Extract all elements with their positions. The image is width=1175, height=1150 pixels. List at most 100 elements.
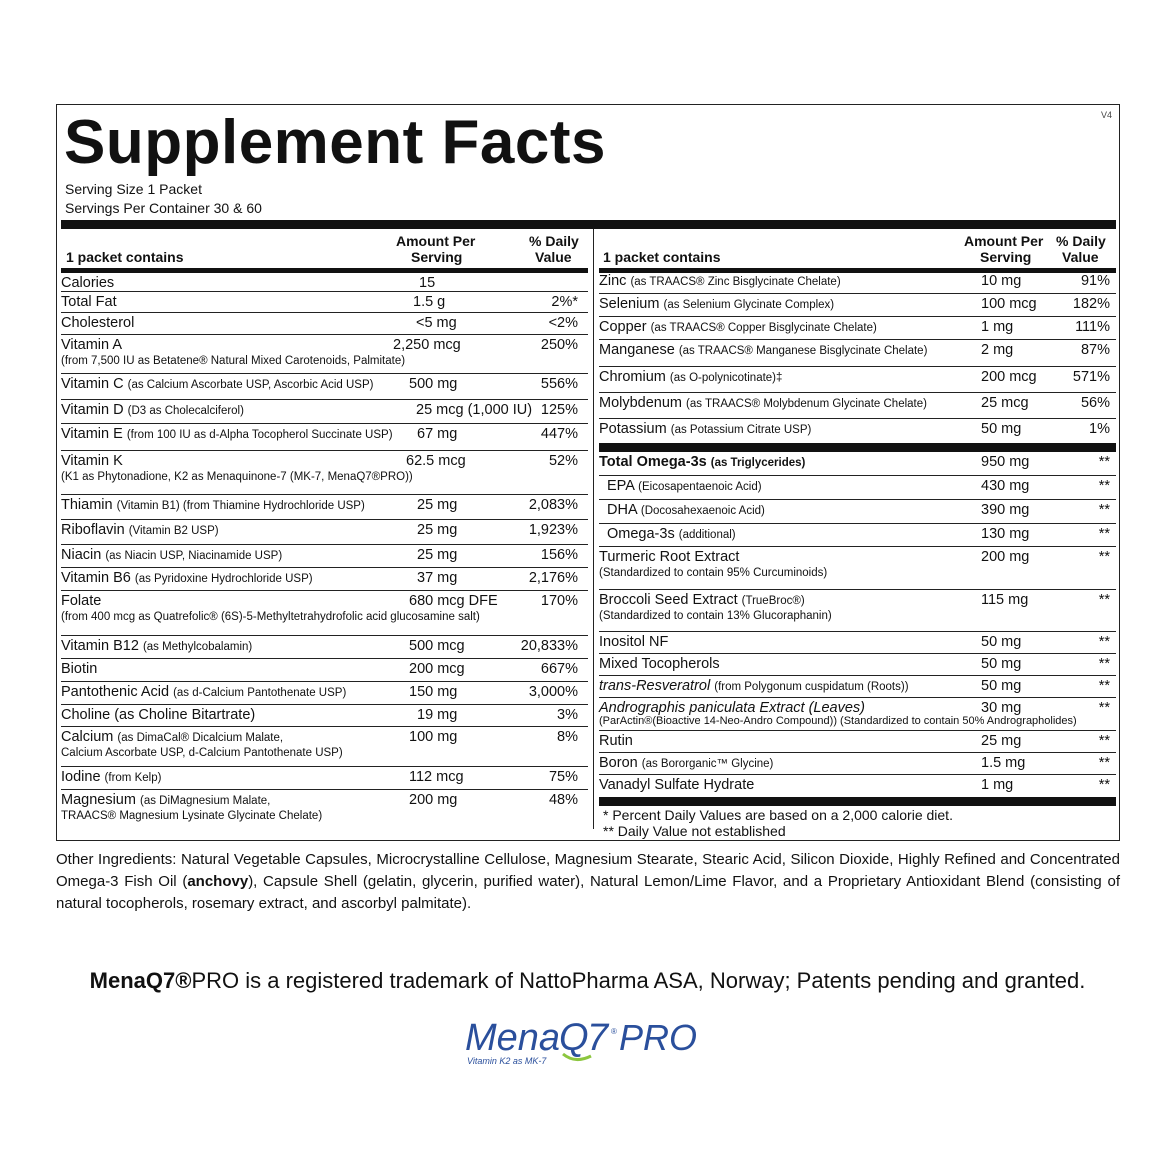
- amount-per-serving: 25 mcg: [981, 395, 1029, 411]
- nutrient-label: Andrographis paniculata Extract (Leaves): [599, 700, 865, 716]
- nutrient-name: Biotin: [61, 661, 97, 677]
- nutrient-source: (as Pyridoxine Hydrochloride USP): [134, 573, 313, 585]
- svg-text:Q: Q: [559, 1017, 589, 1059]
- right-header-dv-1: % Daily: [1056, 233, 1106, 249]
- nutrient-name: Copper (as TRAACS® Copper Bisglycinate C…: [599, 319, 877, 335]
- nutrient-detail: TRAACS® Magnesium Lysinate Glycinate Che…: [61, 810, 323, 822]
- daily-value: **: [1098, 502, 1110, 518]
- nutrient-name: Iodine (from Kelp): [61, 769, 161, 785]
- left-table-row: Thiamin (Vitamin B1) (from Thiamine Hydr…: [61, 495, 588, 520]
- footnote-bar: [599, 797, 1116, 806]
- amount-per-serving: 200 mcg: [981, 369, 1037, 385]
- nutrient-name: Omega-3s (additional): [607, 526, 736, 542]
- amount-per-serving: <5 mg: [416, 315, 457, 331]
- header-thick-bar: [61, 220, 1116, 229]
- nutrient-label: Selenium: [599, 296, 660, 312]
- nutrient-name: Magnesium (as DiMagnesium Malate,: [61, 792, 270, 808]
- right-table-row: trans-Resveratrol (from Polygonum cuspid…: [599, 676, 1116, 698]
- right-table-row: Inositol NF 50 mg **: [599, 632, 1116, 654]
- nutrient-label: Vitamin E: [61, 426, 123, 442]
- daily-value: **: [1098, 700, 1110, 716]
- nutrient-label: Manganese: [599, 342, 675, 358]
- nutrient-source: (Docosahexaenoic Acid): [640, 505, 765, 517]
- nutrient-source: (as Calcium Ascorbate USP, Ascorbic Acid…: [127, 379, 374, 391]
- nutrient-label: Turmeric Root Extract: [599, 549, 740, 565]
- nutrient-name: Vitamin B6 (as Pyridoxine Hydrochloride …: [61, 570, 313, 586]
- daily-value: **: [1098, 755, 1110, 771]
- nutrient-name: Vitamin D (D3 as Cholecalciferol): [61, 402, 244, 418]
- daily-value: 156%: [540, 547, 578, 563]
- nutrient-label: Chromium: [599, 369, 666, 385]
- nutrient-name: Cholesterol: [61, 315, 134, 331]
- svg-text:Vitamin K2 as MK-7: Vitamin K2 as MK-7: [467, 1056, 547, 1066]
- left-table-row: Vitamin B12 (as Methylcobalamin) 500 mcg 2…: [61, 636, 588, 659]
- daily-value: 20,833%: [520, 638, 578, 654]
- nutrient-name: trans-Resveratrol (from Polygonum cuspid…: [599, 678, 909, 694]
- left-table-row: Vitamin K (K1 as Phytonadione, K2 as Mena…: [61, 451, 588, 495]
- nutrient-source: (TrueBroc®): [741, 595, 805, 607]
- menaq7-pro-logo: Mena Q 7 ® PRO Vitamin K2 as MK-7: [465, 1017, 697, 1066]
- nutrient-name: Total Fat: [61, 294, 117, 310]
- left-table-row: Folate (from 400 mcg as Quatrefolic® (6S)…: [61, 591, 588, 636]
- nutrient-label: Molybdenum: [599, 395, 683, 411]
- amount-per-serving: 2,250 mcg: [393, 337, 461, 353]
- omega-section-bar: [599, 443, 1116, 452]
- right-table-row: Molybdenum (as TRAACS® Molybdenum Glycin…: [599, 393, 1116, 419]
- nutrient-name: Calcium (as DimaCal® Dicalcium Malate,: [61, 729, 283, 745]
- nutrient-label: DHA: [607, 502, 637, 518]
- nutrient-label: Pantothenic Acid: [61, 684, 170, 700]
- left-table-row: Vitamin A (from 7,500 IU as Betatene® Nat…: [61, 335, 588, 374]
- panel-title: Supplement Facts: [64, 108, 606, 177]
- nutrient-label: Biotin: [61, 661, 98, 677]
- nutrient-name: Manganese (as TRAACS® Manganese Bisglyci…: [599, 342, 927, 358]
- nutrient-name: Chromium (as O-polynicotinate)‡: [599, 369, 782, 385]
- right-table-row: Potassium (as Potassium Citrate USP) 50 m…: [599, 419, 1116, 452]
- nutrient-source: (as TRAACS® Manganese Bisglycinate Chela…: [678, 345, 928, 357]
- nutrient-label: Broccoli Seed Extract: [599, 592, 738, 608]
- amount-per-serving: 1 mg: [981, 777, 1014, 793]
- daily-value: **: [1098, 656, 1110, 672]
- column-divider: [593, 229, 594, 829]
- amount-per-serving: 25 mg: [417, 497, 458, 513]
- right-table-row: Total Omega-3s (as Triglycerides) 950 mg *…: [599, 452, 1116, 476]
- serving-size: Serving Size 1 Packet: [65, 181, 202, 197]
- nutrient-label: Total Omega-3s: [599, 454, 707, 470]
- other-ingredients-text-2: ), Capsule Shell (gelatin, glycerin, pur…: [56, 873, 1120, 912]
- trademark-text: PRO is a registered trademark of NattoPh…: [191, 968, 1086, 993]
- daily-value: 52%: [548, 453, 578, 469]
- daily-value: 170%: [540, 593, 578, 609]
- left-table-row: Vitamin B6 (as Pyridoxine Hydrochloride …: [61, 568, 588, 591]
- other-ingredients-text-1: Other Ingredients: Natural Vegetable Cap…: [56, 851, 1120, 890]
- nutrient-label: Magnesium: [61, 792, 136, 808]
- daily-value: 87%: [1080, 342, 1110, 358]
- footnote-percent-dv: * Percent Daily Values are based on a 2,…: [603, 807, 953, 823]
- nutrient-label: Iodine: [61, 769, 101, 785]
- nutrient-source: (Vitamin B1) (from Thiamine Hydrochlorid…: [116, 500, 365, 512]
- nutrient-name: Inositol NF: [599, 634, 668, 650]
- nutrient-label: Thiamin: [61, 497, 113, 513]
- amount-per-serving: 25 mg: [981, 733, 1022, 749]
- nutrient-label: Cholesterol: [61, 315, 135, 331]
- right-table-row: Copper (as TRAACS® Copper Bisglycinate C…: [599, 317, 1116, 340]
- nutrient-detail: (Standardized to contain 13% Glucoraphan…: [599, 610, 832, 622]
- amount-per-serving: 950 mg: [981, 454, 1030, 470]
- nutrient-name: Vitamin A: [61, 337, 122, 353]
- nutrient-source: (from 100 IU as d-Alpha Tocopherol Succi…: [126, 429, 393, 441]
- left-table-row: Calcium (as DimaCal® Dicalcium Malate, Ca…: [61, 727, 588, 767]
- left-header-amount-1: Amount Per: [396, 233, 476, 249]
- nutrient-label: Omega-3s: [607, 526, 675, 542]
- nutrient-name: Calories: [61, 275, 114, 291]
- nutrient-label: Vitamin A: [61, 337, 122, 353]
- amount-per-serving: 200 mg: [409, 792, 458, 808]
- nutrient-name: EPA (Eicosapentaenoic Acid): [607, 478, 762, 494]
- nutrient-label: Vitamin C: [61, 376, 124, 392]
- daily-value: **: [1098, 526, 1110, 542]
- amount-per-serving: 67 mg: [417, 426, 458, 442]
- right-header-rule: [599, 268, 1116, 273]
- daily-value: 91%: [1080, 273, 1110, 289]
- svg-text:Mena: Mena: [465, 1017, 560, 1059]
- right-table-row: Vanadyl Sulfate Hydrate 1 mg **: [599, 775, 1116, 797]
- other-ingredients: Other Ingredients: Natural Vegetable Cap…: [56, 849, 1120, 915]
- nutrient-label: Vitamin B12: [61, 638, 139, 654]
- nutrient-label: Inositol NF: [599, 634, 669, 650]
